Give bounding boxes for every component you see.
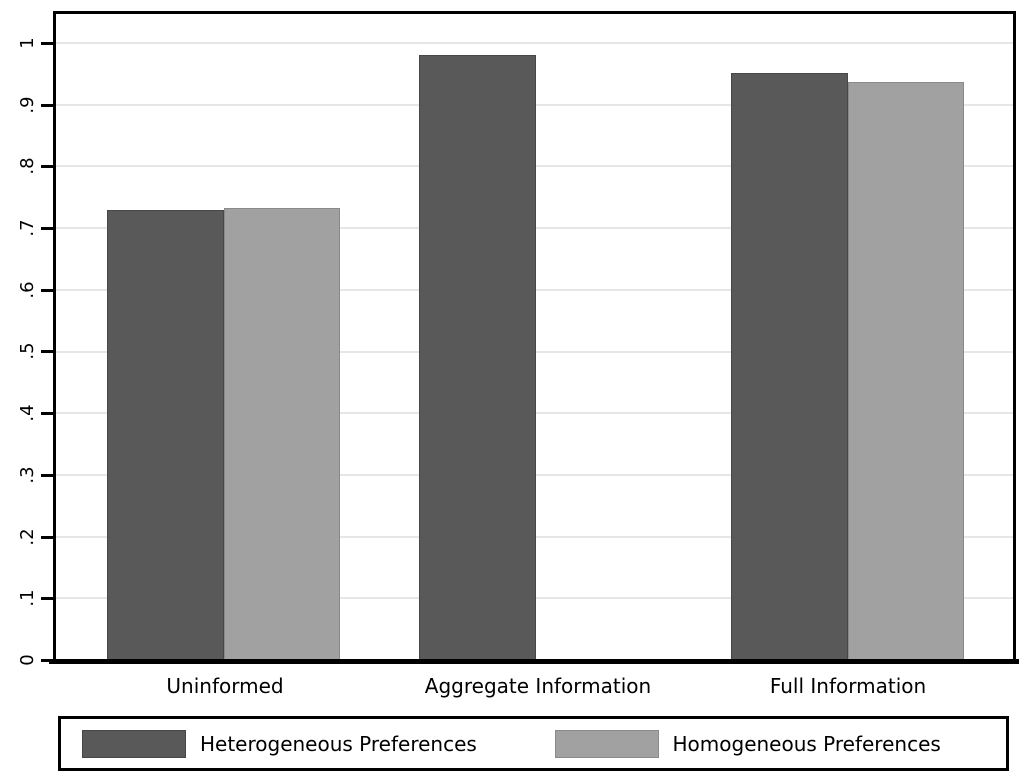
x-axis-label-full-information: Full Information [769,674,927,698]
y-tick-0.2 [41,536,53,539]
legend-entry-homogeneous: Homogeneous Preferences [534,729,1007,758]
bar-heterogeneous-uninformed [107,210,224,660]
y-tick-label-0.1: .1 [16,589,38,607]
y-tick-label-1: 1 [16,37,38,49]
y-tick-0.4 [41,412,53,415]
y-tick-label-0.7: .7 [16,219,38,237]
bar-heterogeneous-full-information [731,73,848,660]
legend-label-heterogeneous: Heterogeneous Preferences [200,731,477,756]
x-axis-line [49,659,1019,664]
y-tick-1 [41,42,53,45]
legend: Heterogeneous Preferences Homogeneous Pr… [58,716,1009,771]
y-tick-label-0: 0 [16,654,38,666]
bar-heterogeneous-aggregate-information [419,55,536,660]
legend-label-homogeneous: Homogeneous Preferences [672,731,941,756]
y-tick-0.9 [41,104,53,107]
y-tick-label-0.3: .3 [16,466,38,484]
x-axis-label-uninformed: Uninformed [166,674,284,698]
y-tick-label-0.8: .8 [16,157,38,175]
y-tick-0.3 [41,474,53,477]
y-tick-0.6 [41,289,53,292]
legend-swatch-homogeneous [554,729,659,758]
plot-area [53,11,1016,660]
y-tick-label-0.4: .4 [16,404,38,422]
legend-swatch-heterogeneous [82,729,186,758]
y-tick-0.7 [41,227,53,230]
y-tick-label-0.5: .5 [16,342,38,360]
bar-homogeneous-full-information [848,82,964,660]
legend-entry-heterogeneous: Heterogeneous Preferences [61,729,534,758]
y-tick-label-0.6: .6 [16,281,38,299]
y-tick-0.5 [41,350,53,353]
y-tick-label-0.2: .2 [16,528,38,546]
bar-homogeneous-uninformed [224,208,340,660]
x-axis-label-aggregate-information: Aggregate Information [424,674,652,698]
gridline-1 [56,42,1013,44]
y-tick-0.1 [41,597,53,600]
y-tick-0.8 [41,165,53,168]
y-tick-label-0.9: .9 [16,96,38,114]
